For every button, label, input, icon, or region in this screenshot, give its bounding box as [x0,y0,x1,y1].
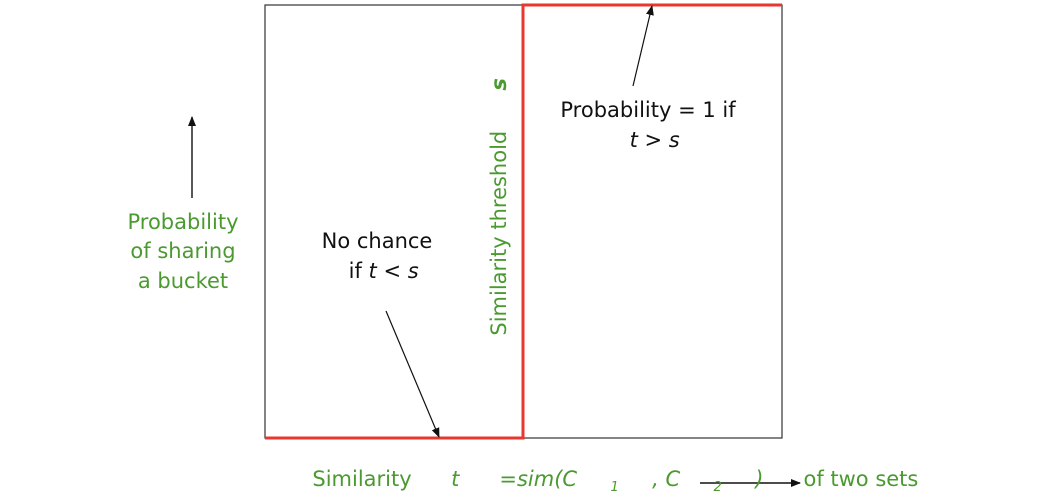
right-annotation-arrow [632,5,654,87]
x-axis-label-sim: =sim(C [493,467,578,491]
left-annotation-arrow [385,310,440,438]
x-axis-label-close: ) [753,467,763,491]
threshold-label: Similarity threshold s [487,58,511,369]
left-annotation: No chance if t < s [302,229,452,283]
threshold-label-symbol: s [487,78,511,91]
x-axis-label-comma: , C [652,467,680,491]
right-annotation: Probability = 1 if t > s [560,98,736,152]
y-axis-label-line3: a bucket [138,269,228,293]
right-annotation-line1: Probability = 1 if [560,98,736,122]
left-annotation-line1: No chance [322,229,433,253]
x-axis-label-sub1: 1 [610,480,618,495]
y-axis-label: Probability of sharing a bucket [127,210,238,293]
x-axis-label-suffix: of two sets [797,467,919,491]
left-annotation-line2: if t < s [302,259,452,283]
step-function-line [265,3,782,440]
x-axis-label-t: t [451,467,460,491]
right-annotation-line2: t > s [583,128,713,152]
y-axis-label-line2: of sharing [130,239,235,263]
threshold-label-text: Similarity threshold [487,124,511,336]
x-axis-label-prefix: Similarity [312,467,411,491]
x-axis-label: Similarity t =sim(C 1 , C 2 ) of two set… [279,467,938,496]
y-axis-label-line1: Probability [127,210,238,234]
x-axis-label-sub2: 2 [714,480,722,495]
